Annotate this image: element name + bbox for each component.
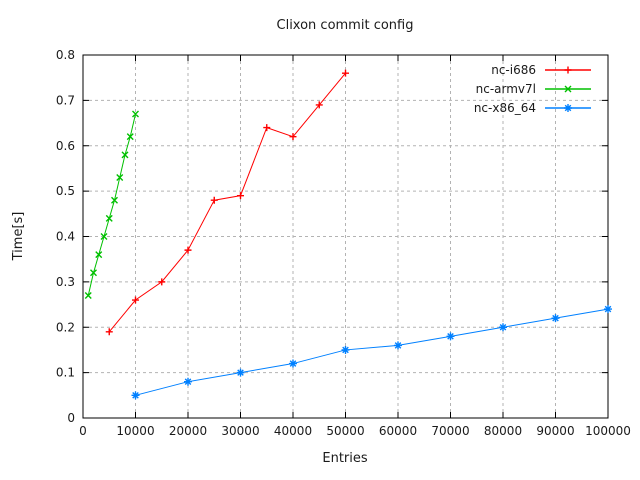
chart-title: Clixon commit config (277, 18, 414, 33)
series-line-nc-x86_64 (135, 308, 609, 396)
x-tick-label: 90000 (536, 424, 574, 438)
y-tick-label: 0.7 (56, 93, 75, 107)
x-tick-label: 0 (79, 424, 87, 438)
data-series (84, 69, 612, 400)
x-tick-label: 100000 (585, 424, 631, 438)
plot-frame (82, 54, 609, 419)
legend-sample-marker-nc-i686 (564, 66, 572, 74)
x-tick-label: 70000 (431, 424, 469, 438)
grid-lines (83, 55, 608, 418)
series-markers-nc-x86_64 (131, 305, 612, 400)
y-tick-label: 0 (67, 411, 75, 425)
x-tick-label: 80000 (484, 424, 522, 438)
x-tick-label: 50000 (326, 424, 364, 438)
tick-labels: 0 10000 20000 30000 40000 50000 60000 70000 8000… (56, 48, 631, 438)
legend-sample-marker-nc-x86_64 (564, 104, 572, 112)
series-line-nc-i686 (108, 72, 346, 333)
legend-label-nc-x86_64: nc-x86_64 (474, 101, 536, 115)
x-tick-label: 40000 (274, 424, 312, 438)
y-tick-label: 0.6 (56, 139, 75, 153)
y-tick-label: 0.4 (56, 230, 75, 244)
series-markers-nc-armv7l (84, 110, 139, 299)
x-tick-label: 30000 (221, 424, 259, 438)
y-axis-label: Time[s] (11, 212, 26, 262)
x-axis-label: Entries (322, 451, 368, 466)
series-markers-nc-i686 (105, 69, 349, 336)
legend-label-nc-i686: nc-i686 (491, 63, 536, 77)
legend-label-nc-armv7l: nc-armv7l (476, 82, 536, 96)
x-tick-label: 10000 (116, 424, 154, 438)
y-tick-label: 0.8 (56, 48, 75, 62)
legend-line-samples (545, 66, 591, 112)
y-tick-label: 0.3 (56, 275, 75, 289)
series-line-nc-armv7l (87, 113, 136, 296)
y-tick-label: 0.2 (56, 320, 75, 334)
y-tick-label: 0.1 (56, 366, 75, 380)
x-tick-label: 60000 (379, 424, 417, 438)
legend-sample-marker-nc-armv7l (564, 85, 572, 93)
x-tick-label: 20000 (169, 424, 207, 438)
y-tick-label: 0.5 (56, 184, 75, 198)
